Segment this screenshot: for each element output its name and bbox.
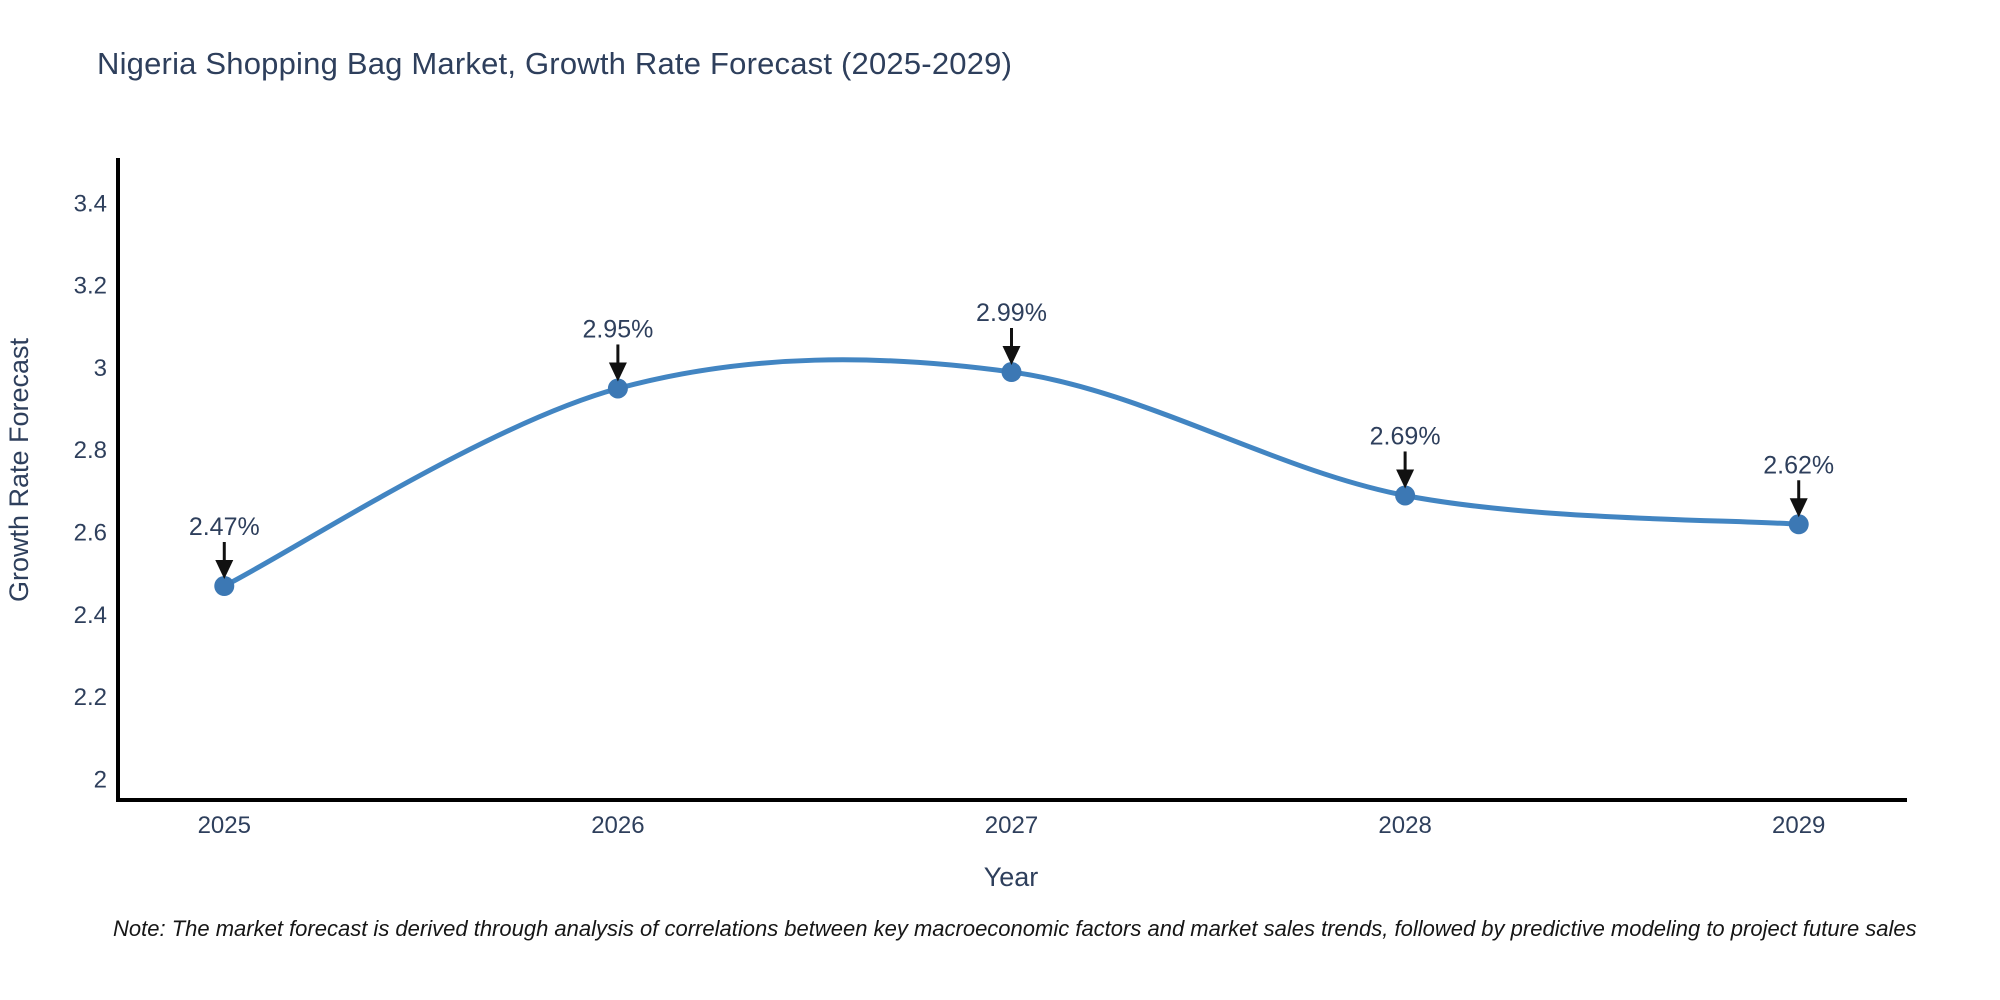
x-tick-label: 2025 xyxy=(198,812,251,839)
x-tick-label: 2029 xyxy=(1772,812,1825,839)
data-point-label: 2.69% xyxy=(1370,422,1441,450)
y-tick-label: 3 xyxy=(94,355,107,382)
x-tick-label: 2026 xyxy=(591,812,644,839)
x-axis-title: Year xyxy=(984,862,1039,892)
annotation-arrowhead-icon xyxy=(608,362,627,382)
x-axis-ticks: 2025 2026 2027 2028 2029 xyxy=(198,812,1826,839)
annotation-arrowhead-icon xyxy=(215,560,234,579)
data-point-marker xyxy=(214,576,235,596)
x-tick-label: 2027 xyxy=(985,812,1038,839)
y-axis-line xyxy=(116,158,120,802)
y-tick-label: 3.4 xyxy=(74,190,107,217)
data-point-label: 2.99% xyxy=(976,299,1047,327)
y-tick-label: 3.2 xyxy=(74,273,107,300)
annotation-arrowhead-icon xyxy=(1002,346,1021,365)
y-tick-label: 2.4 xyxy=(74,602,107,629)
data-point-marker xyxy=(1788,514,1809,535)
y-tick-label: 2.6 xyxy=(74,520,107,547)
y-axis-title: Growth Rate Forecast xyxy=(4,337,34,602)
x-axis-line xyxy=(116,798,1907,802)
y-tick-label: 2 xyxy=(94,766,107,793)
data-point-label: 2.47% xyxy=(189,513,260,541)
data-point-label: 2.95% xyxy=(582,315,653,343)
y-axis-ticks: 2 2.2 2.4 2.6 2.8 3 3.2 3.4 xyxy=(74,190,107,793)
trend-line xyxy=(221,357,1802,589)
y-tick-label: 2.2 xyxy=(74,684,107,711)
annotation-arrowhead-icon xyxy=(1396,469,1415,489)
point-annotations: 2.47% 2.95% 2.99% 2.69% 2.62% xyxy=(189,299,1834,579)
data-point-marker xyxy=(1395,485,1416,506)
data-point-marker xyxy=(607,378,628,399)
chart-title: Nigeria Shopping Bag Market, Growth Rate… xyxy=(97,46,1013,81)
y-tick-label: 2.8 xyxy=(74,437,107,464)
chart-note: Note: The market forecast is derived thr… xyxy=(113,916,1917,941)
annotation-arrowhead-icon xyxy=(1789,498,1808,518)
x-tick-label: 2028 xyxy=(1378,812,1431,839)
data-point-marker xyxy=(1001,362,1022,382)
data-point-label: 2.62% xyxy=(1763,451,1834,479)
data-point-markers xyxy=(214,362,1809,596)
